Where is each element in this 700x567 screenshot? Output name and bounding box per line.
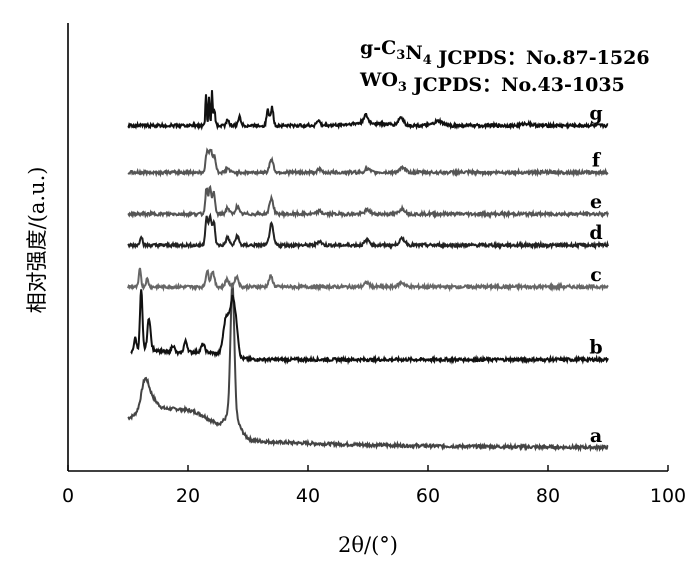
x-tick-label: 0 bbox=[62, 485, 74, 507]
trace-label-d: d bbox=[589, 222, 602, 244]
x-tick-label: 20 bbox=[176, 485, 200, 507]
trace-label-g: g bbox=[589, 103, 602, 125]
plot-traces bbox=[127, 90, 609, 453]
trace-label-c: c bbox=[590, 264, 602, 286]
x-tick-label: 40 bbox=[296, 485, 320, 507]
trace-label-a: a bbox=[590, 425, 602, 447]
x-tick-label: 80 bbox=[536, 485, 560, 507]
trace-b bbox=[130, 289, 609, 366]
trace-label-e: e bbox=[590, 191, 602, 213]
x-tick-label: 60 bbox=[416, 485, 440, 507]
trace-label-b: b bbox=[589, 337, 602, 359]
trace-label-f: f bbox=[592, 149, 602, 171]
trace-g bbox=[127, 90, 609, 131]
x-tick-label: 100 bbox=[650, 485, 686, 507]
x-axis-title: 2θ/(°) bbox=[338, 533, 398, 557]
trace-e bbox=[127, 184, 609, 220]
reference-annotation-wo3: WO3 JCPDS：No.43-1035 bbox=[359, 69, 625, 96]
plot-axes: 0 20 40 60 80 100 bbox=[62, 23, 686, 507]
trace-f bbox=[127, 147, 609, 178]
reference-annotation-gc3n4: g-C3N4 JCPDS：No.87-1526 bbox=[360, 37, 650, 69]
y-axis-title: 相对强度/(a.u.) bbox=[25, 167, 49, 314]
trace-d bbox=[127, 212, 609, 251]
trace-c bbox=[127, 267, 609, 293]
trace-a bbox=[127, 282, 609, 453]
